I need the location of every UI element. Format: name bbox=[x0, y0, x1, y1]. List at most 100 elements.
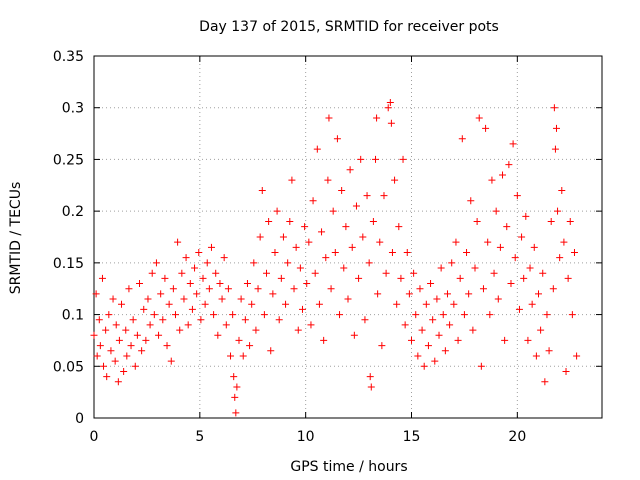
data-point bbox=[193, 290, 201, 298]
data-point bbox=[125, 285, 133, 293]
x-tick-label: 15 bbox=[403, 429, 421, 445]
data-point bbox=[222, 321, 230, 329]
data-point bbox=[112, 321, 120, 329]
data-point bbox=[551, 145, 559, 153]
data-point bbox=[286, 217, 294, 225]
data-point bbox=[526, 264, 534, 272]
y-tick-label: 0 bbox=[75, 411, 84, 427]
data-point bbox=[352, 202, 360, 210]
data-point bbox=[155, 331, 163, 339]
data-point bbox=[366, 373, 374, 381]
data-point bbox=[103, 373, 111, 381]
data-point bbox=[543, 311, 551, 319]
data-point bbox=[545, 347, 553, 355]
data-point bbox=[150, 311, 158, 319]
data-point bbox=[258, 186, 266, 194]
data-point bbox=[492, 207, 500, 215]
data-point bbox=[333, 135, 341, 143]
data-point bbox=[539, 269, 547, 277]
data-point bbox=[336, 311, 344, 319]
data-point bbox=[224, 285, 232, 293]
data-point bbox=[254, 285, 262, 293]
data-point bbox=[410, 269, 418, 277]
data-point bbox=[140, 305, 148, 313]
data-point bbox=[292, 243, 300, 251]
data-point bbox=[239, 352, 247, 360]
data-point bbox=[174, 238, 182, 246]
data-point bbox=[573, 352, 581, 360]
data-point bbox=[195, 249, 203, 257]
data-point bbox=[387, 119, 395, 127]
data-point bbox=[535, 290, 542, 298]
y-axis-label: SRMTID / TECUs bbox=[8, 182, 24, 295]
data-point bbox=[454, 336, 462, 344]
data-point bbox=[463, 249, 471, 257]
data-point bbox=[165, 300, 173, 308]
data-point bbox=[515, 305, 523, 313]
data-point bbox=[271, 249, 279, 257]
data-point bbox=[460, 311, 468, 319]
data-point bbox=[391, 176, 399, 184]
data-point bbox=[549, 285, 557, 293]
x-tick-label: 10 bbox=[297, 429, 315, 445]
data-point bbox=[92, 290, 100, 298]
data-point bbox=[284, 259, 292, 267]
data-point bbox=[503, 223, 511, 231]
data-point bbox=[374, 290, 382, 298]
data-point bbox=[201, 300, 209, 308]
data-point bbox=[568, 311, 576, 319]
data-point bbox=[532, 352, 540, 360]
data-point bbox=[458, 135, 466, 143]
data-point bbox=[380, 192, 388, 200]
data-point bbox=[184, 321, 192, 329]
data-point bbox=[105, 311, 113, 319]
data-point bbox=[376, 238, 384, 246]
data-point bbox=[260, 311, 268, 319]
data-point bbox=[136, 280, 144, 288]
data-point bbox=[93, 352, 101, 360]
data-point bbox=[520, 274, 528, 282]
data-point bbox=[346, 166, 354, 174]
data-point bbox=[207, 243, 215, 251]
data-point bbox=[176, 326, 184, 334]
data-point bbox=[465, 290, 473, 298]
data-point bbox=[227, 352, 235, 360]
data-point bbox=[282, 300, 290, 308]
data-point bbox=[355, 274, 363, 282]
data-point bbox=[252, 326, 260, 334]
data-point bbox=[214, 331, 222, 339]
x-axis-label: GPS time / hours bbox=[290, 459, 407, 475]
data-point bbox=[494, 295, 502, 303]
data-point bbox=[556, 254, 564, 262]
data-point bbox=[547, 217, 555, 225]
data-point bbox=[418, 326, 426, 334]
data-point bbox=[167, 357, 175, 365]
data-point bbox=[479, 285, 487, 293]
data-point bbox=[250, 259, 258, 267]
data-point bbox=[107, 347, 115, 355]
y-tick-label: 0.35 bbox=[53, 49, 84, 65]
data-point bbox=[484, 238, 492, 246]
data-point bbox=[564, 274, 572, 282]
data-point bbox=[560, 238, 568, 246]
axis-ticks: 0 0.05 0.1 0.15 0.2 0.25 0.3 0.35 0 5 10 15 20 bbox=[53, 49, 602, 445]
data-point bbox=[395, 223, 403, 231]
data-point bbox=[471, 264, 479, 272]
data-point bbox=[505, 161, 513, 169]
data-point bbox=[216, 280, 224, 288]
data-point bbox=[114, 378, 122, 386]
data-point bbox=[210, 311, 218, 319]
data-point bbox=[550, 104, 558, 112]
data-point bbox=[180, 295, 188, 303]
data-point bbox=[235, 336, 243, 344]
chart-title: Day 137 of 2015, SRMTID for receiver pot… bbox=[199, 19, 499, 35]
data-point bbox=[342, 223, 350, 231]
data-point bbox=[129, 316, 137, 324]
data-point bbox=[277, 274, 285, 282]
data-point bbox=[296, 264, 304, 272]
data-point bbox=[203, 259, 211, 267]
data-point bbox=[115, 336, 123, 344]
data-point bbox=[469, 326, 477, 334]
data-point bbox=[448, 259, 456, 267]
